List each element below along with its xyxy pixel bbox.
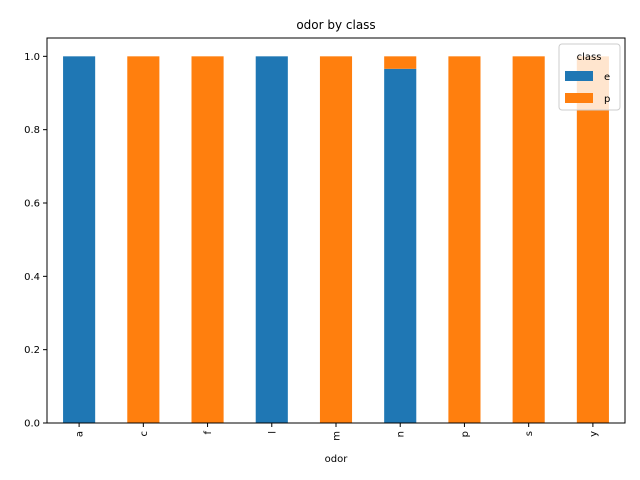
x-tick-label: p: [460, 431, 471, 437]
y-tick-label: 0.0: [24, 419, 40, 430]
bar-p-p: [448, 56, 481, 423]
legend-title: class: [577, 52, 602, 63]
y-tick-label: 0.2: [24, 345, 40, 356]
bar-p-s: [512, 56, 545, 423]
plot-frame: [46, 37, 626, 424]
x-tick-label: f: [203, 431, 214, 435]
y-tick-label: 0.8: [24, 125, 40, 136]
bar-p-n: [384, 56, 417, 69]
legend-swatch-e: [565, 71, 593, 81]
legend-label-p: p: [604, 94, 610, 105]
bar-p-y: [576, 56, 609, 423]
bars-group: [63, 56, 609, 424]
x-tick-label: s: [524, 431, 535, 436]
bar-e-n: [384, 68, 417, 424]
x-tick-label: m: [332, 431, 343, 441]
x-tick-label: n: [396, 431, 407, 437]
bar-p-c: [127, 56, 160, 423]
legend-label-e: e: [604, 72, 610, 83]
legend-swatch-p: [565, 93, 593, 103]
legend: class ep: [558, 43, 621, 111]
bar-e-l: [255, 56, 288, 423]
bar-p-f: [191, 56, 224, 423]
x-tick-label: c: [139, 431, 150, 437]
x-tick-label: a: [75, 431, 86, 437]
y-tick-label: 0.6: [24, 199, 40, 210]
bar-p-m: [319, 56, 353, 423]
y-axis: 0.0 0.2 0.4 0.6 0.8 1.0: [24, 52, 47, 430]
bar-e-a: [63, 56, 96, 423]
y-tick-label: 1.0: [24, 52, 40, 63]
chart-title: odor by class: [296, 18, 375, 32]
y-tick-label: 0.4: [24, 272, 40, 283]
x-tick-label: y: [588, 431, 599, 437]
x-tick-label: l: [267, 431, 278, 434]
x-axis-label: odor: [325, 454, 349, 465]
